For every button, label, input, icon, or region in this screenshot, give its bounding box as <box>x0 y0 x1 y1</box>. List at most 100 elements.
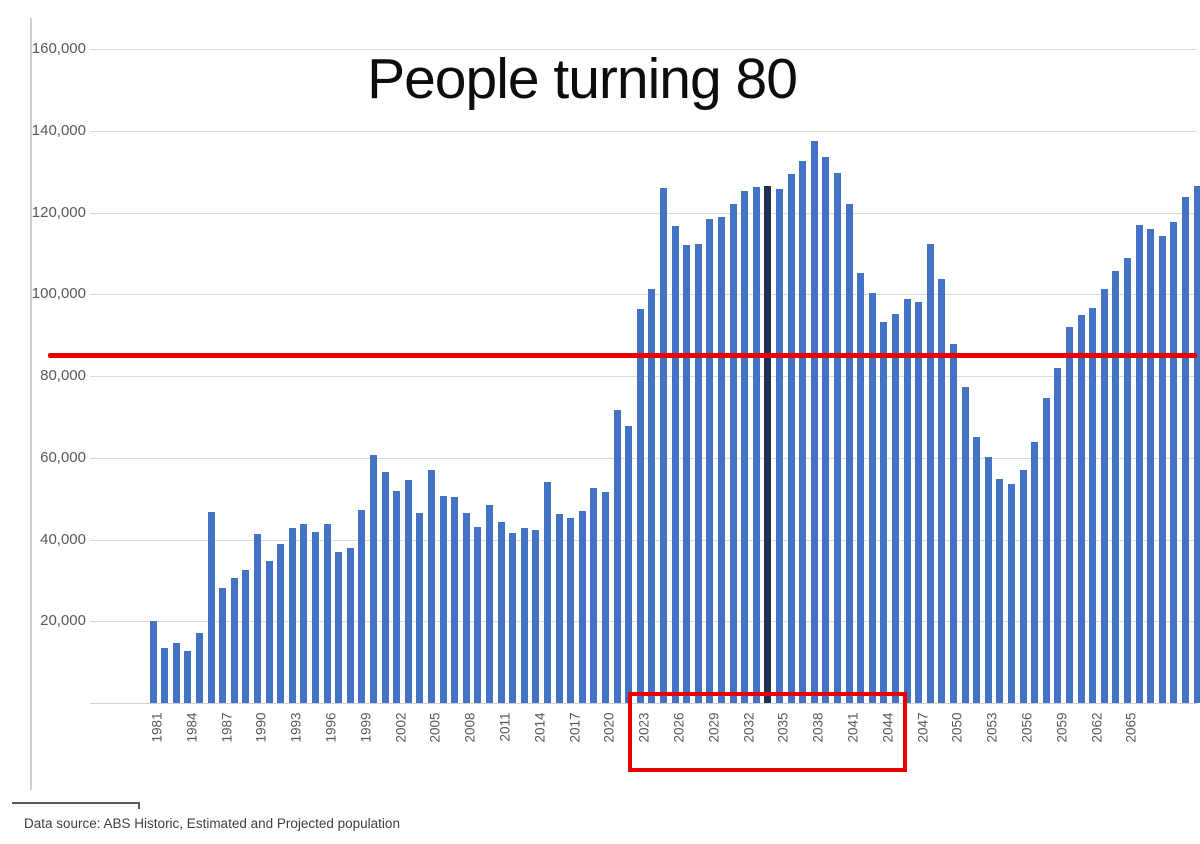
bar-2069 <box>1170 221 1178 703</box>
bar-2029 <box>706 219 714 703</box>
x-axis-tick-label: 1999 <box>358 712 374 743</box>
bar-2039 <box>822 156 830 703</box>
x-axis-line <box>90 703 1197 704</box>
y-axis-tick-label: 80,000 <box>40 367 86 384</box>
bar-2047 <box>915 301 923 703</box>
y-axis-tick-label: 20,000 <box>40 612 86 630</box>
bar-2048 <box>926 244 934 703</box>
bar-1995 <box>311 531 319 703</box>
bar-2043 <box>868 293 876 703</box>
data-source-note: Data source: ABS Historic, Estimated and… <box>24 816 400 831</box>
bar-2046 <box>903 298 911 703</box>
bar-2050 <box>949 344 957 703</box>
bar-2016 <box>555 513 563 703</box>
bar-1988 <box>230 577 238 703</box>
x-axis-tick-label: 1996 <box>323 712 339 743</box>
bar-2032 <box>741 190 749 703</box>
bar-1994 <box>300 524 308 703</box>
bar-2070 <box>1181 197 1189 703</box>
chart-area-left-border <box>30 18 32 790</box>
bar-2031 <box>729 203 737 703</box>
bar-2017 <box>567 518 575 703</box>
bar-1985 <box>195 632 203 703</box>
bar-2052 <box>973 436 981 703</box>
x-axis-tick-label: 1987 <box>219 712 235 743</box>
y-gridline <box>90 294 1197 296</box>
bar-1993 <box>288 528 296 703</box>
bar-2067 <box>1147 229 1155 703</box>
x-axis-tick-label: 2059 <box>1054 712 1070 743</box>
bar-2028 <box>694 244 702 703</box>
highlighted-bar-2034 <box>764 185 772 703</box>
bar-2030 <box>717 217 725 703</box>
y-gridline <box>90 130 1197 132</box>
bar-1981 <box>149 621 157 704</box>
chart-area-corner-line <box>12 802 140 804</box>
x-axis-tick-label: 2065 <box>1123 712 1139 743</box>
bar-2005 <box>427 469 435 703</box>
x-axis-tick-label: 2053 <box>984 712 1000 743</box>
bar-2026 <box>671 226 679 703</box>
bar-2068 <box>1158 236 1166 703</box>
bar-1996 <box>323 524 331 703</box>
bar-1982 <box>161 647 169 703</box>
x-axis-tick-label: 2014 <box>532 712 548 743</box>
x-axis-tick-label: 1993 <box>288 712 304 743</box>
bar-2063 <box>1100 289 1108 703</box>
bar-1986 <box>207 511 215 703</box>
x-axis-tick-label: 2020 <box>601 712 617 743</box>
y-axis-tick-label: 40,000 <box>40 530 86 548</box>
bar-2040 <box>833 172 841 703</box>
x-axis-tick-label: 2005 <box>427 712 443 743</box>
bar-2013 <box>520 527 528 703</box>
bar-2038 <box>810 141 818 703</box>
bar-2044 <box>880 322 888 703</box>
bar-2000 <box>369 454 377 703</box>
bar-2059 <box>1054 367 1062 703</box>
bar-1989 <box>242 569 250 703</box>
bar-2001 <box>381 472 389 703</box>
x-axis-tick-label: 2050 <box>949 712 965 743</box>
x-axis-tick-label: 2062 <box>1089 712 1105 743</box>
reference-line <box>48 353 1197 359</box>
bar-2036 <box>787 173 795 703</box>
bar-2054 <box>996 478 1004 703</box>
bar-1990 <box>253 533 261 703</box>
x-axis-tick-label: 1990 <box>253 712 269 743</box>
bar-1998 <box>346 547 354 703</box>
bar-2006 <box>439 495 447 703</box>
bar-2057 <box>1031 441 1039 703</box>
x-axis-tick-label: 2002 <box>393 712 409 743</box>
highlight-box <box>628 692 907 772</box>
bar-2056 <box>1019 470 1027 703</box>
bar-2064 <box>1112 270 1120 703</box>
bar-2024 <box>648 289 656 703</box>
y-axis-tick-label: 120,000 <box>31 203 86 221</box>
bar-2051 <box>961 387 969 703</box>
bar-2037 <box>799 161 807 703</box>
y-gridline <box>90 212 1197 214</box>
x-axis-tick-label: 2011 <box>497 712 513 742</box>
bar-2060 <box>1065 327 1073 703</box>
bar-2021 <box>613 409 621 703</box>
bar-2010 <box>485 504 493 703</box>
bar-2035 <box>775 188 783 703</box>
bar-2012 <box>509 533 517 703</box>
bar-2011 <box>497 521 505 703</box>
bar-2014 <box>532 530 540 703</box>
bar-1997 <box>335 551 343 703</box>
bar-1991 <box>265 560 273 703</box>
y-axis-tick-label: 160,000 <box>31 40 86 57</box>
bar-2004 <box>416 512 424 703</box>
bar-2071 <box>1193 185 1200 703</box>
bar-2008 <box>462 512 470 703</box>
bar-1992 <box>277 543 285 703</box>
x-axis-tick-label: 2017 <box>567 712 583 743</box>
x-axis-tick-label: 1984 <box>184 712 200 743</box>
bar-2033 <box>752 187 760 703</box>
bar-2022 <box>625 425 633 703</box>
bar-2003 <box>404 480 412 703</box>
bar-1987 <box>219 587 227 703</box>
chart-title: People turning 80 <box>367 47 798 111</box>
